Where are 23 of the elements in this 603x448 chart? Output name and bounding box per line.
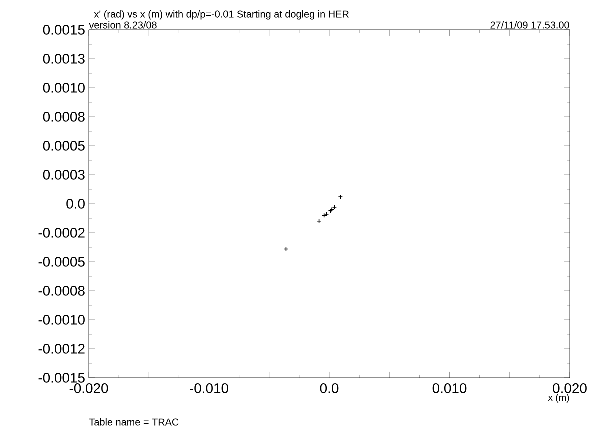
x-tick-label: 0.020 bbox=[553, 383, 587, 394]
x-tick-label: 0.010 bbox=[432, 383, 467, 394]
x-tick-label: 0.0 bbox=[320, 383, 339, 394]
y-tick-label: -0.0002 bbox=[38, 228, 85, 238]
y-tick-label: -0.0015 bbox=[38, 373, 85, 383]
y-tick-label: 0.0005 bbox=[43, 141, 85, 151]
y-tick-label: -0.0012 bbox=[38, 344, 85, 354]
x-tick-label: -0.010 bbox=[190, 383, 228, 394]
y-tick-label: 0.0015 bbox=[43, 25, 85, 35]
y-tick-label: 0.0010 bbox=[43, 83, 85, 93]
y-tick-label: -0.0010 bbox=[38, 315, 85, 325]
text: version 8.23/08 bbox=[89, 21, 157, 29]
y-tick-label: 0.0008 bbox=[43, 112, 85, 122]
y-tick-label: -0.0008 bbox=[38, 286, 85, 296]
text: Table name = TRAC bbox=[89, 418, 179, 426]
x-axis-title: x (m) bbox=[548, 394, 570, 403]
y-tick-label: 0.0013 bbox=[43, 54, 85, 64]
text: 27/11/09 17.53.00 bbox=[490, 21, 570, 29]
x-tick-label: -0.020 bbox=[70, 383, 108, 394]
chart-title: x' (rad) vs x (m) with dp/p=-0.01 Starting at dogleg in HER bbox=[94, 10, 349, 20]
y-tick-label: 0.0 bbox=[66, 199, 85, 209]
y-tick-label: -0.0005 bbox=[38, 257, 85, 267]
y-tick-label: 0.0003 bbox=[43, 170, 85, 180]
